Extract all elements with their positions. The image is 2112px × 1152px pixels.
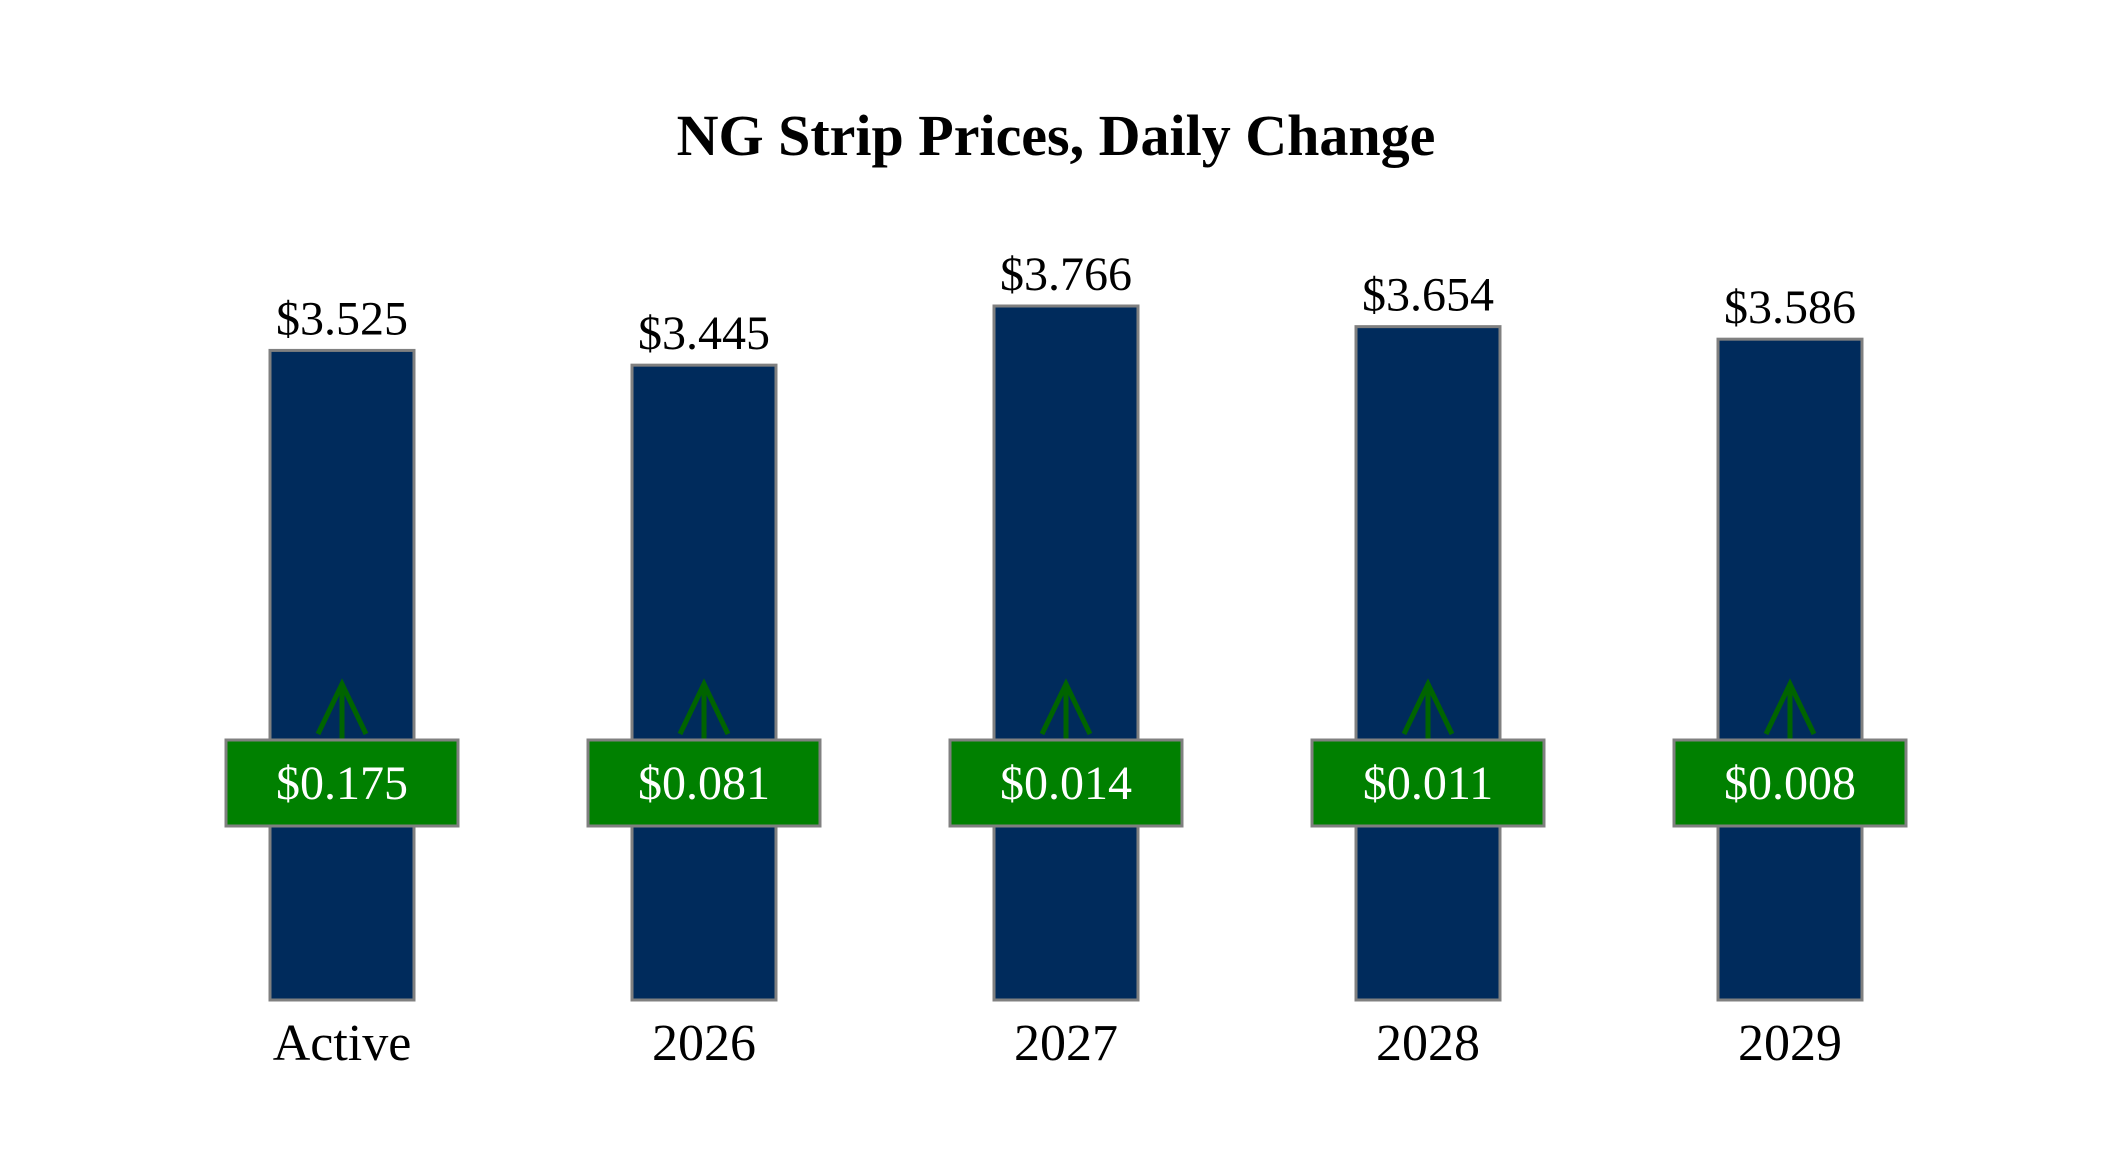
- up-arrow-icon: [1763, 678, 1817, 740]
- price-label: $3.525: [276, 292, 408, 345]
- change-label: $0.081: [638, 757, 770, 810]
- change-label: $0.008: [1724, 757, 1856, 810]
- chart-title: NG Strip Prices, Daily Change: [677, 103, 1436, 168]
- up-arrow-icon: [677, 678, 731, 740]
- bars-layer: [268, 304, 1864, 1002]
- bar-2027: [992, 304, 1140, 1002]
- change-label: $0.175: [276, 757, 408, 810]
- change-label: $0.011: [1363, 757, 1493, 810]
- change-overlay-layer: $0.175 $0.081 $0.014 $0.011 $0.008: [224, 678, 1908, 828]
- category-label: 2029: [1738, 1015, 1842, 1072]
- category-label: 2027: [1014, 1015, 1118, 1072]
- change-box: [1672, 738, 1908, 828]
- price-label: $3.766: [1000, 248, 1132, 301]
- category-label: 2028: [1376, 1015, 1480, 1072]
- change-box: [1310, 738, 1546, 828]
- labels-layer: $3.525 Active $3.445 2026 $3.766 2027 $3.654 20…: [273, 248, 1856, 1072]
- up-arrow-icon: [1401, 678, 1455, 740]
- price-label: $3.654: [1362, 269, 1494, 322]
- up-arrow-icon: [1039, 678, 1093, 740]
- price-label: $3.586: [1724, 281, 1856, 334]
- change-box: [586, 738, 822, 828]
- change-box: [948, 738, 1184, 828]
- up-arrow-icon: [315, 678, 369, 740]
- bar-2028: [1354, 325, 1502, 1002]
- bar-active: [268, 348, 416, 1002]
- change-label: $0.014: [1000, 757, 1132, 810]
- change-box: [224, 738, 460, 828]
- price-label: $3.445: [638, 307, 770, 360]
- category-label: 2026: [652, 1015, 756, 1072]
- bar-2029: [1716, 337, 1864, 1002]
- category-label: Active: [273, 1015, 412, 1072]
